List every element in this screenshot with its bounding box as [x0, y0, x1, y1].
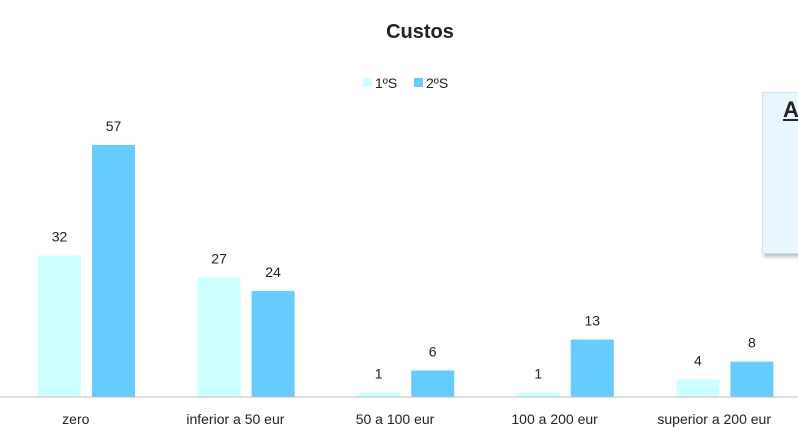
x-tick-label: superior a 200 eur — [657, 411, 771, 427]
bar-s1-2 — [357, 392, 401, 397]
data-label: 57 — [106, 118, 122, 134]
data-label: 27 — [211, 251, 227, 267]
x-tick-label: inferior a 50 eur — [186, 411, 284, 427]
legend-label: 2ºS — [426, 75, 448, 91]
data-label: 4 — [694, 352, 702, 368]
bar-s1-4 — [676, 379, 720, 397]
bar-s2-1 — [251, 290, 295, 397]
annotation-box: A — [762, 92, 798, 254]
legend-label: 1ºS — [375, 75, 397, 91]
data-label: 24 — [265, 264, 281, 280]
bar-s2-4 — [730, 361, 774, 397]
x-tick-label: 50 a 100 eur — [356, 411, 435, 427]
bars-group: 32 57 27 24 1 6 1 13 4 8 — [38, 118, 774, 397]
bar-s2-3 — [570, 339, 614, 397]
annotation-text: A — [783, 97, 798, 122]
data-label: 8 — [748, 335, 756, 351]
data-label: 32 — [52, 229, 68, 245]
bar-s2-2 — [411, 370, 455, 397]
legend-swatch — [363, 78, 372, 87]
chart-title: Custos — [386, 21, 454, 43]
x-tick-label: zero — [62, 411, 89, 427]
x-tick-label: 100 a 200 eur — [511, 411, 598, 427]
data-label: 13 — [585, 313, 601, 329]
data-label: 1 — [534, 366, 542, 382]
bar-s1-1 — [197, 277, 241, 397]
bar-s1-3 — [516, 392, 560, 397]
data-label: 6 — [429, 343, 437, 359]
bar-s1-0 — [38, 255, 81, 397]
legend: 1ºS 2ºS — [363, 75, 448, 91]
bar-s2-0 — [92, 145, 135, 397]
x-tick-labels: zero inferior a 50 eur 50 a 100 eur 100 a 2… — [62, 411, 771, 427]
data-label: 1 — [375, 366, 383, 382]
legend-swatch — [414, 78, 423, 87]
